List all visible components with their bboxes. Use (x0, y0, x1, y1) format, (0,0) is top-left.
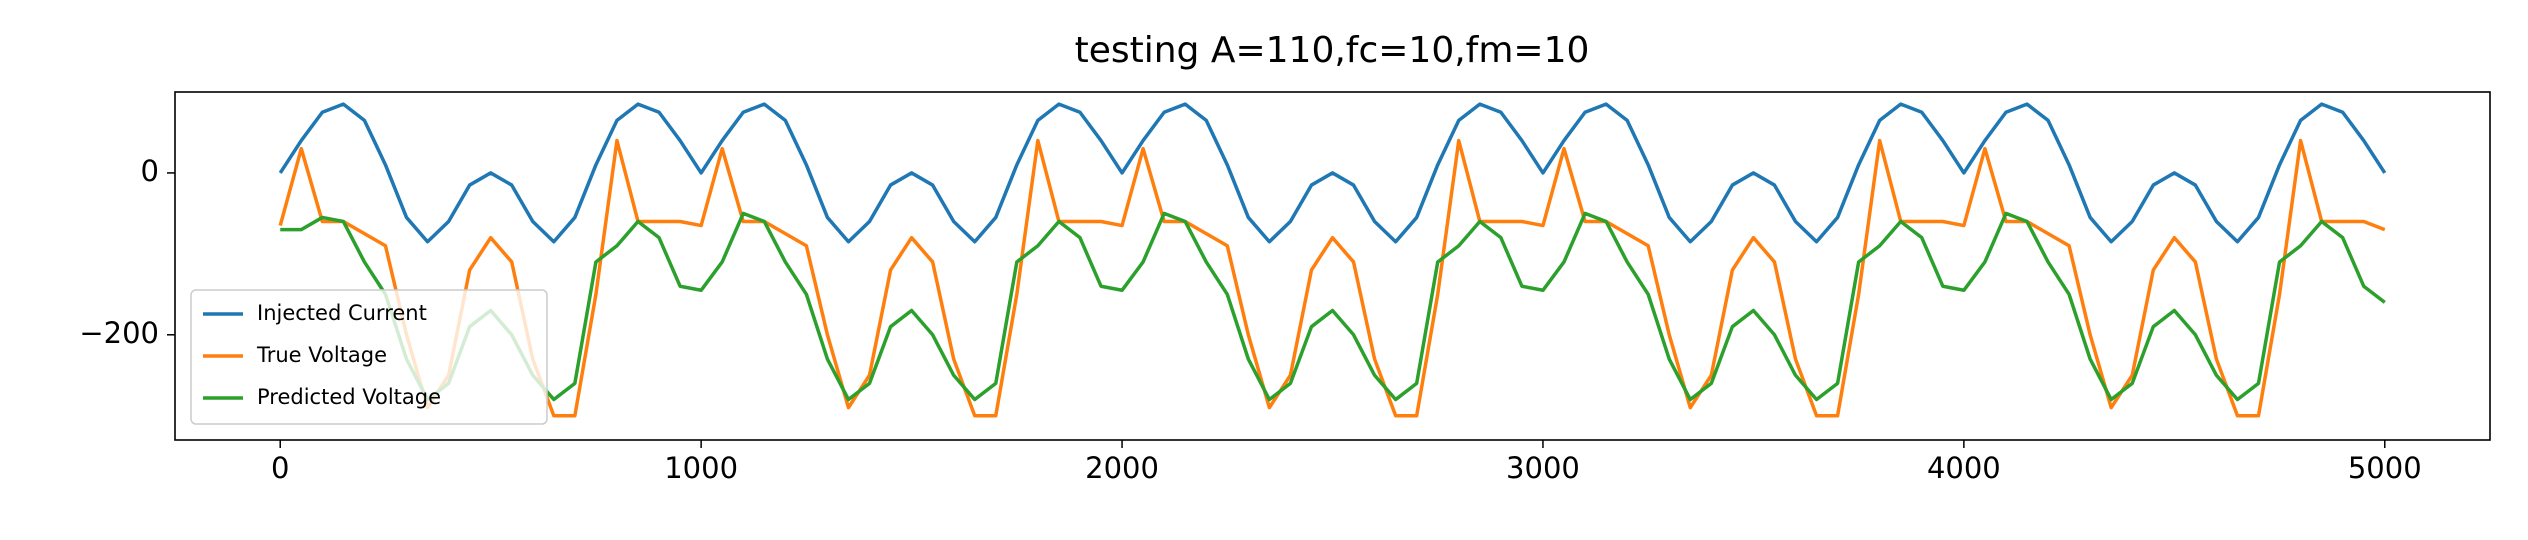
legend-label: Predicted Voltage (257, 385, 441, 409)
series-line (278, 138, 2386, 418)
chart-title: testing A=110,fc=10,fm=10 (1075, 30, 1590, 71)
x-tick-label: 0 (271, 451, 289, 485)
x-tick-label: 5000 (2348, 451, 2422, 485)
x-tick-label: 4000 (1927, 451, 2001, 485)
legend-box (190, 289, 548, 425)
series-line (280, 211, 2386, 402)
legend-label: True Voltage (256, 343, 387, 367)
series-line (278, 102, 2387, 244)
y-tick-label: −200 (79, 316, 159, 350)
legend-label: Injected Current (257, 301, 427, 325)
x-tick-label: 1000 (664, 451, 738, 485)
x-tick-label: 2000 (1085, 451, 1159, 485)
x-tick-label: 3000 (1506, 451, 1580, 485)
plot-frame (174, 91, 2491, 441)
y-tick-label: 0 (141, 154, 159, 188)
